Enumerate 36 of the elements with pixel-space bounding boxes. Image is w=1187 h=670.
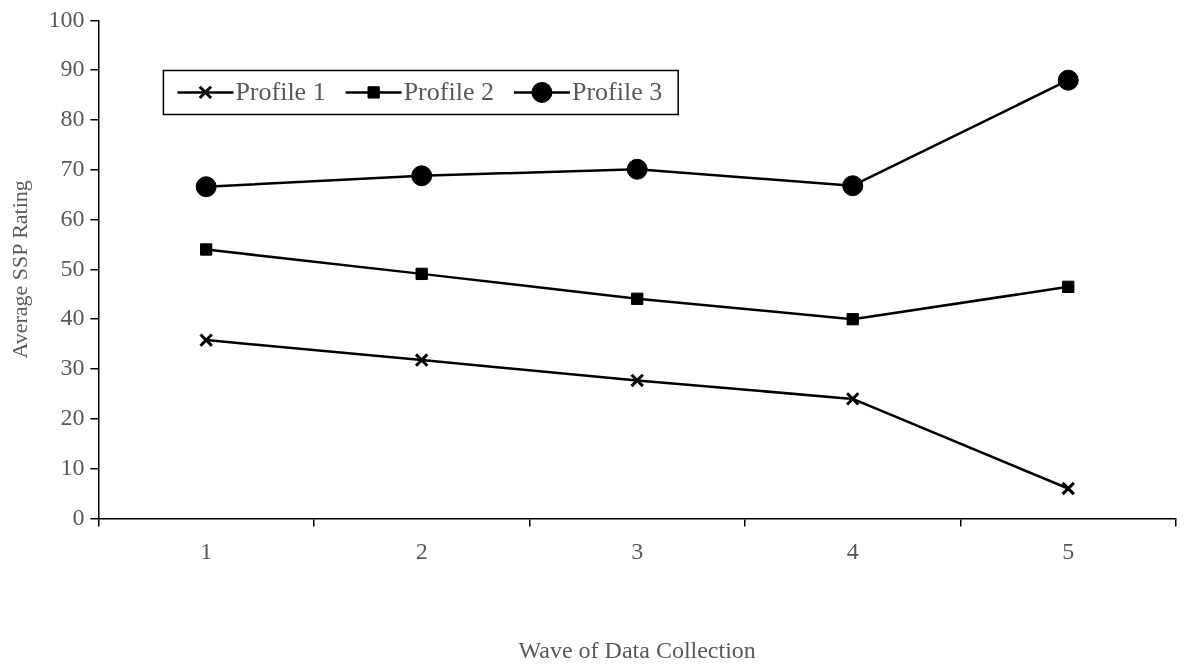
y-tick-label: 100 <box>48 5 85 32</box>
legend-label: Profile 3 <box>571 77 663 107</box>
y-tick-label: 20 <box>60 404 85 431</box>
y-tick-label: 30 <box>60 354 85 381</box>
x-tick-label: 3 <box>631 538 644 565</box>
point <box>414 352 429 368</box>
point <box>415 267 428 281</box>
legend-label: Profile 2 <box>403 77 494 107</box>
point <box>200 243 213 256</box>
point <box>842 175 864 197</box>
y-tick-label: 90 <box>60 55 85 82</box>
point <box>411 165 433 187</box>
point <box>630 373 645 388</box>
point <box>631 292 644 305</box>
y-tick-label: 80 <box>60 105 85 132</box>
x-tick-label: 5 <box>1062 538 1075 565</box>
legend-label: Profile 1 <box>235 77 326 107</box>
x-tick-label: 1 <box>200 538 213 565</box>
point <box>199 332 214 348</box>
y-tick-label: 60 <box>60 204 85 231</box>
y-tick-label: 50 <box>60 254 85 281</box>
point <box>845 391 860 407</box>
y-axis-title: Average SSP Rating <box>6 180 32 359</box>
point <box>195 176 217 198</box>
point <box>1057 69 1079 91</box>
y-tick-label: 40 <box>60 304 85 331</box>
x-tick-label: 4 <box>846 538 859 565</box>
y-tick-label: 0 <box>72 503 85 530</box>
x-axis-title: Wave of Data Collection <box>518 636 756 663</box>
point <box>846 313 859 326</box>
point <box>1062 280 1075 293</box>
x-tick-label: 2 <box>415 538 428 565</box>
point <box>1061 481 1076 496</box>
y-tick-label: 70 <box>60 155 85 182</box>
point <box>626 158 648 180</box>
y-tick-label: 10 <box>60 453 85 480</box>
